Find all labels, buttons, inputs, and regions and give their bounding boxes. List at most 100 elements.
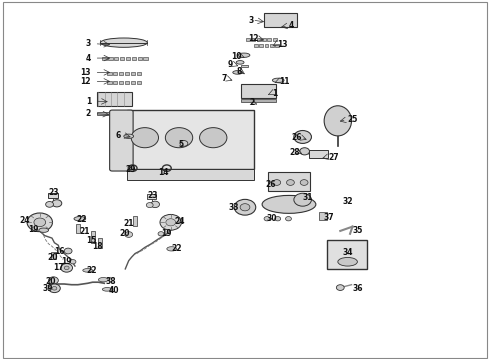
Text: 4: 4 <box>86 54 91 63</box>
Text: 3: 3 <box>86 39 91 48</box>
Circle shape <box>27 213 52 231</box>
Text: 36: 36 <box>352 284 363 293</box>
Bar <box>114 57 119 60</box>
Circle shape <box>160 215 181 230</box>
Text: 3: 3 <box>248 15 254 24</box>
Bar <box>254 44 258 47</box>
Ellipse shape <box>167 247 176 251</box>
Text: 15: 15 <box>86 237 97 246</box>
Text: 12: 12 <box>248 34 259 43</box>
Circle shape <box>275 217 281 221</box>
Bar <box>48 193 58 198</box>
Text: 31: 31 <box>303 193 313 202</box>
Text: 24: 24 <box>174 217 185 226</box>
Ellipse shape <box>100 38 147 47</box>
Text: 27: 27 <box>328 153 339 162</box>
Text: 21: 21 <box>123 219 134 228</box>
Bar <box>241 65 248 67</box>
Bar <box>119 72 123 75</box>
Bar <box>126 57 130 60</box>
FancyBboxPatch shape <box>110 110 133 171</box>
Bar <box>275 44 279 47</box>
Bar <box>138 57 142 60</box>
Circle shape <box>49 277 58 284</box>
Bar <box>50 252 56 259</box>
Text: 11: 11 <box>279 77 290 86</box>
Text: 28: 28 <box>289 148 300 157</box>
Bar <box>107 81 112 84</box>
Circle shape <box>336 285 344 291</box>
Ellipse shape <box>294 131 312 143</box>
Circle shape <box>286 217 292 221</box>
Bar <box>309 149 328 158</box>
Bar <box>319 212 327 220</box>
Bar <box>120 57 124 60</box>
Text: 12: 12 <box>80 77 91 86</box>
Circle shape <box>52 287 57 290</box>
Text: 22: 22 <box>172 244 182 253</box>
Text: 1: 1 <box>272 89 278 98</box>
Text: 34: 34 <box>343 248 353 257</box>
Circle shape <box>64 266 69 270</box>
Circle shape <box>70 260 76 264</box>
Bar <box>262 38 266 41</box>
Bar <box>264 13 297 27</box>
Circle shape <box>46 202 53 207</box>
Circle shape <box>52 200 62 207</box>
Bar <box>108 57 113 60</box>
Bar <box>107 72 112 75</box>
Circle shape <box>147 203 153 208</box>
Text: 6: 6 <box>115 131 121 140</box>
Text: 2: 2 <box>249 98 255 107</box>
Bar <box>131 72 135 75</box>
Bar <box>259 44 263 47</box>
Bar <box>144 57 148 60</box>
Circle shape <box>287 180 294 185</box>
Text: 26: 26 <box>292 133 302 142</box>
Text: 23: 23 <box>147 190 157 199</box>
Circle shape <box>125 231 133 237</box>
Text: 13: 13 <box>80 68 91 77</box>
Text: 19: 19 <box>61 257 72 266</box>
Circle shape <box>61 264 73 272</box>
Circle shape <box>240 204 250 211</box>
Bar <box>113 81 118 84</box>
Circle shape <box>158 231 164 236</box>
Bar <box>137 81 141 84</box>
Text: 20: 20 <box>120 229 130 238</box>
Ellipse shape <box>39 228 49 232</box>
Ellipse shape <box>262 195 316 213</box>
Bar <box>137 72 141 75</box>
Circle shape <box>166 219 175 226</box>
Text: 14: 14 <box>158 168 168 177</box>
Text: 8: 8 <box>237 67 242 76</box>
Text: 38: 38 <box>106 276 116 285</box>
Text: 39: 39 <box>43 284 53 293</box>
Bar <box>131 81 135 84</box>
Text: 21: 21 <box>80 227 90 236</box>
Text: 5: 5 <box>179 140 184 149</box>
Ellipse shape <box>272 78 284 82</box>
Ellipse shape <box>102 288 112 291</box>
Text: 16: 16 <box>54 247 64 256</box>
Text: 37: 37 <box>323 213 334 222</box>
Bar <box>327 239 367 269</box>
Ellipse shape <box>124 134 134 138</box>
Circle shape <box>165 128 193 148</box>
Text: 10: 10 <box>232 52 242 61</box>
Bar <box>102 57 107 60</box>
Text: 19: 19 <box>28 225 38 234</box>
Bar <box>125 81 129 84</box>
Ellipse shape <box>324 106 351 136</box>
Bar <box>241 99 276 102</box>
Bar <box>268 38 271 41</box>
Bar <box>119 81 123 84</box>
Circle shape <box>294 193 312 206</box>
Ellipse shape <box>236 60 244 64</box>
Bar <box>127 168 254 180</box>
Bar <box>98 238 102 248</box>
Text: 2: 2 <box>86 109 91 118</box>
Circle shape <box>131 128 159 148</box>
Text: 20: 20 <box>45 276 55 285</box>
Text: 24: 24 <box>20 216 30 225</box>
